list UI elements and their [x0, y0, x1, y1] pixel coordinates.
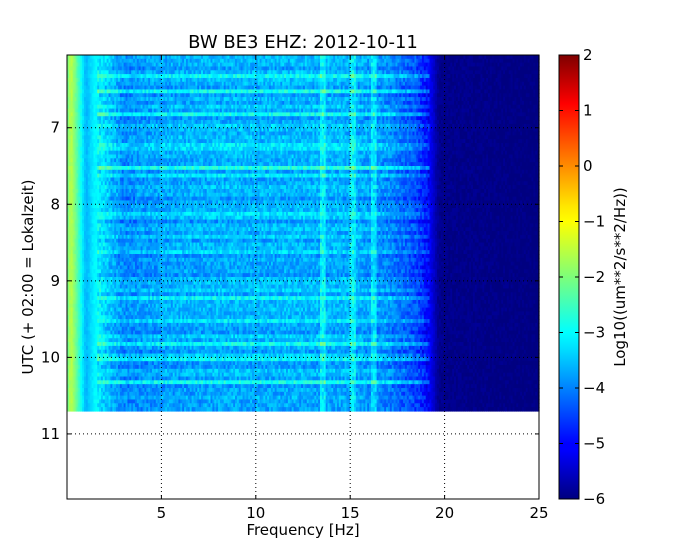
- spectrogram-heatmap: [67, 55, 540, 412]
- chart-title: BW BE3 EHZ: 2012-10-11: [188, 32, 418, 53]
